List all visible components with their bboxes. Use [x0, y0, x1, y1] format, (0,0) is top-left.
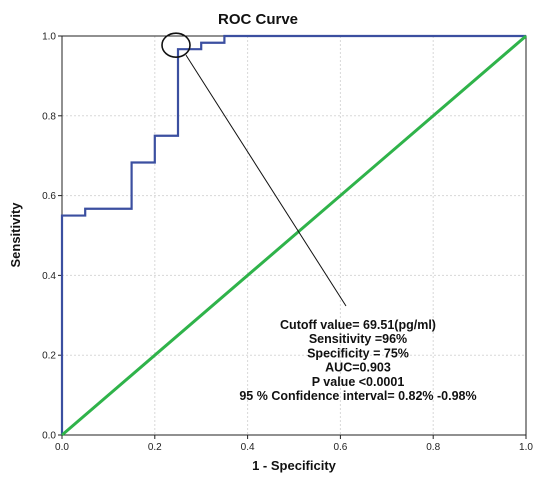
annotation-line: Cutoff value= 69.51(pg/ml) [280, 318, 436, 332]
y-tick-label: 0.2 [42, 351, 56, 362]
cutoff-marker [161, 32, 191, 58]
roc-curve-line [60, 34, 526, 435]
grid [62, 36, 526, 435]
y-tick-label: 1.0 [42, 32, 56, 43]
x-tick-label: 0.6 [333, 442, 347, 453]
y-tick-label: 0.4 [42, 271, 56, 282]
y-axis-title: Sensitivity [8, 202, 23, 268]
y-tick-label: 0.8 [42, 111, 56, 122]
axis-ticks: 0.0 0.2 0.4 0.6 0.8 1.0 0.0 0.2 0.4 0.6 0.8 1.0 [42, 32, 533, 454]
annotation-leader-line [185, 54, 347, 307]
annotation-line: AUC=0.903 [325, 361, 391, 375]
x-tick-label: 0.4 [241, 442, 255, 453]
annotation: Cutoff value= 69.51(pg/ml)Sensitivity =9… [161, 32, 477, 403]
annotation-line: Sensitivity =96% [309, 332, 407, 346]
x-tick-label: 1.0 [519, 442, 533, 453]
series-layer [60, 34, 527, 437]
x-tick-label: 0.8 [426, 442, 440, 453]
x-tick-label: 0.2 [148, 442, 162, 453]
x-tick-label: 0.0 [55, 442, 69, 453]
chart-title: ROC Curve [218, 11, 298, 28]
annotation-line: 95 % Confidence interval= 0.82% -0.98% [239, 389, 476, 403]
annotation-line: P value <0.0001 [312, 375, 405, 389]
x-axis-title: 1 - Specificity [252, 458, 337, 473]
annotation-line: Specificity = 75% [307, 346, 409, 360]
y-tick-label: 0.6 [42, 191, 56, 202]
reference-diagonal-line [61, 34, 527, 437]
y-tick-label: 0.0 [42, 431, 56, 442]
